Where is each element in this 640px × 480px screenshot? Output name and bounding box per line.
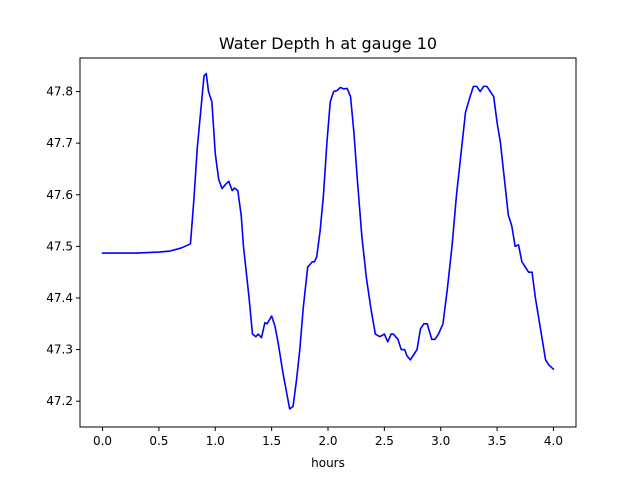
y-tick-label: 47.3 [46, 343, 73, 357]
y-tick-label: 47.7 [46, 136, 73, 150]
y-tick-label: 47.2 [46, 394, 73, 408]
series-line-water-depth [101, 72, 555, 410]
y-axis: 47.2 47.3 47.4 47.5 47.6 47.7 47.8 [46, 85, 80, 408]
y-tick-label: 47.8 [46, 85, 73, 99]
x-tick-label: 0.5 [149, 434, 168, 448]
x-tick-label: 3.0 [431, 434, 450, 448]
x-axis: 0.0 0.5 1.0 1.5 2.0 2.5 3.0 3.5 4.0 [93, 427, 563, 448]
x-tick-label: 2.0 [318, 434, 337, 448]
x-tick-label: 4.0 [544, 434, 563, 448]
x-axis-label: hours [311, 456, 345, 470]
y-tick-label: 47.6 [46, 188, 73, 202]
x-tick-label: 0.0 [93, 434, 112, 448]
y-tick-label: 47.5 [46, 239, 73, 253]
x-tick-label: 1.5 [262, 434, 281, 448]
chart-title: Water Depth h at gauge 10 [219, 34, 437, 53]
x-tick-label: 2.5 [375, 434, 394, 448]
y-tick-label: 47.4 [46, 291, 73, 305]
x-tick-label: 1.0 [206, 434, 225, 448]
x-tick-label: 3.5 [488, 434, 507, 448]
